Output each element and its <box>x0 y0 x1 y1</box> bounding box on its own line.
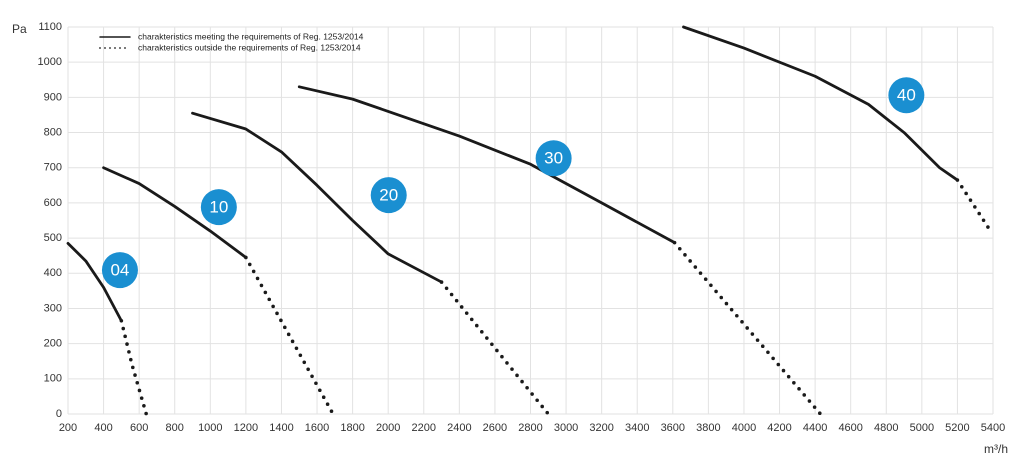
solid-curve <box>682 25 959 182</box>
x-tick-label: 3000 <box>554 422 578 434</box>
x-tick-label: 4600 <box>838 422 862 434</box>
x-tick-label: 3800 <box>696 422 720 434</box>
x-tick-label: 2600 <box>483 422 507 434</box>
y-tick-label: 1000 <box>38 56 62 68</box>
y-tick-label: 900 <box>44 91 62 103</box>
y-tick-label: 600 <box>44 197 62 209</box>
solid-curve <box>102 166 248 259</box>
x-tick-label: 3600 <box>661 422 685 434</box>
x-tick-label: 2000 <box>376 422 400 434</box>
x-tick-label: 2200 <box>412 422 436 434</box>
solid-curve <box>191 111 443 284</box>
y-tick-label: 1100 <box>38 21 62 33</box>
x-tick-label: 3400 <box>625 422 649 434</box>
series-name: 30 <box>544 149 563 168</box>
series-name: 04 <box>110 261 129 280</box>
y-tick-label: 200 <box>44 338 62 350</box>
x-tick-label: 200 <box>59 422 77 434</box>
legend-label: charakteristics outside the requirements… <box>138 42 361 52</box>
x-tick-label: 1000 <box>198 422 222 434</box>
series-badge <box>370 177 407 214</box>
series-badge <box>101 252 138 289</box>
x-tick-label: 1400 <box>269 422 293 434</box>
solid-curve <box>66 241 123 323</box>
x-tick-label: 1800 <box>340 422 364 434</box>
x-tick-label: 2400 <box>447 422 471 434</box>
x-tick-label: 5000 <box>910 422 934 434</box>
x-tick-label: 800 <box>166 422 184 434</box>
x-axis-label: m³/h <box>984 442 1008 456</box>
y-tick-label: 800 <box>44 126 62 138</box>
x-tick-label: 4000 <box>732 422 756 434</box>
x-tick-label: 3200 <box>589 422 613 434</box>
x-tick-label: 600 <box>130 422 148 434</box>
solid-curve <box>297 85 676 245</box>
dotted-curve <box>955 178 994 234</box>
series-badge <box>535 140 572 177</box>
series-name: 10 <box>209 198 228 217</box>
series-name: 20 <box>379 186 398 205</box>
y-tick-label: 300 <box>44 302 62 314</box>
x-tick-label: 5200 <box>945 422 969 434</box>
y-tick-label: 100 <box>44 373 62 385</box>
y-tick-label: 500 <box>44 232 62 244</box>
x-tick-label: 1200 <box>234 422 258 434</box>
y-tick-label: 700 <box>44 162 62 174</box>
y-tick-label: 400 <box>44 267 62 279</box>
series-name: 40 <box>897 86 916 105</box>
legend-label: charakteristics meeting the requirements… <box>138 31 364 41</box>
series-badge <box>200 189 237 226</box>
x-tick-label: 4800 <box>874 422 898 434</box>
x-tick-label: 5400 <box>981 422 1005 434</box>
series-badge <box>888 77 925 114</box>
dotted-curve <box>244 255 335 416</box>
x-tick-label: 1600 <box>305 422 329 434</box>
y-axis-label: Pa <box>12 22 27 36</box>
dotted-curve <box>672 240 823 416</box>
x-tick-label: 2800 <box>518 422 542 434</box>
x-tick-label: 4400 <box>803 422 827 434</box>
x-tick-label: 4200 <box>767 422 791 434</box>
dotted-curve <box>119 318 149 416</box>
x-tick-label: 400 <box>94 422 112 434</box>
y-tick-label: 0 <box>56 408 62 420</box>
